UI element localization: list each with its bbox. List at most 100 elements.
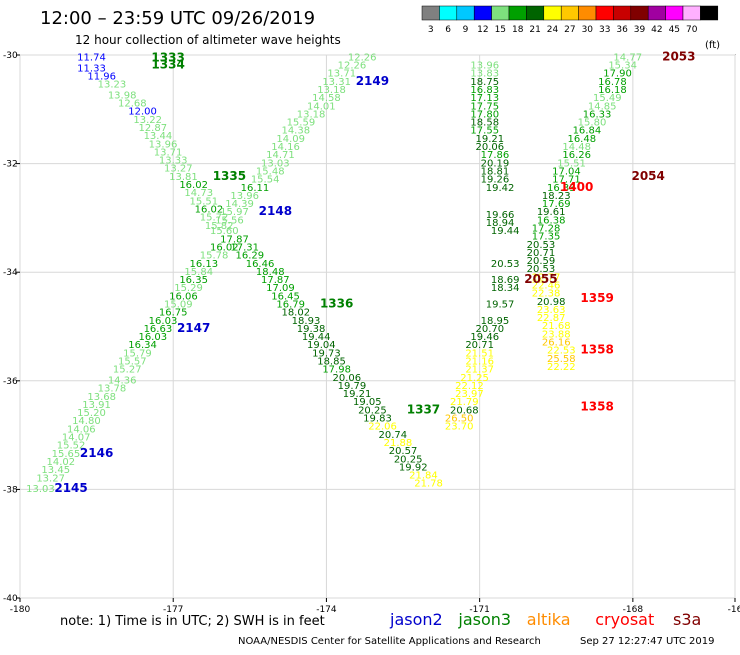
swh-value-label: 19.73 [312,348,341,359]
swh-value-label: 14.80 [72,416,101,427]
swh-value-label: 13.81 [169,172,198,183]
swh-value-label: 16.84 [573,126,602,137]
swh-value-label: 13.23 [98,80,127,91]
swh-value-label: 15.82 [205,221,234,232]
track-id-label: 2053 [662,49,695,63]
scale-tick-label: 30 [582,25,594,35]
scale-tick-label: 21 [529,25,540,35]
swh-value-label: 16.33 [547,183,576,194]
swh-value-label: 11.33 [77,63,106,74]
swh-value-label: 16.18 [598,85,627,96]
scale-tick-label: 24 [547,25,559,35]
swh-value-label: 22.87 [537,313,566,324]
scale-swatch [647,5,666,21]
swh-value-label: 18.58 [470,118,499,129]
chart-grid [19,54,736,599]
swh-value-label: 15.56 [215,215,244,226]
y-tick-label: -34 [3,268,18,278]
swh-value-label: 14.73 [184,188,213,199]
swh-value-label: 16.34 [128,340,157,351]
swh-value-label: 18.02 [281,308,310,319]
swh-value-label: 13.71 [327,69,356,80]
swh-value-label: 19.26 [481,175,510,186]
track-id-label: 1333 [151,51,184,65]
swh-value-label: 15.80 [578,118,607,129]
scale-tick-label: 12 [477,25,488,35]
track-id-label: 2149 [356,74,389,88]
swh-value-label: 15.65 [52,449,81,460]
swh-value-label: 13.27 [164,164,193,175]
swh-value-label: 11.96 [87,71,116,82]
track-id-label: 2054 [631,169,664,183]
footer-timestamp: Sep 27 12:27:47 UTC 2019 [580,636,714,647]
scale-swatch [543,5,562,21]
x-tick-label: -171 [469,605,489,615]
swh-value-label: 14.09 [276,134,305,145]
swh-value-label: 13.27 [36,473,65,484]
swh-value-label: 15.54 [251,175,280,186]
swh-value-label: 13.78 [98,384,127,395]
swh-value-label: 21.79 [450,397,479,408]
swh-value-label: 19.92 [399,462,428,473]
swh-value-label: 17.90 [603,69,632,80]
satellite-legend: jason2 jason3 altika cryosat s3a [389,610,701,629]
swh-value-label: 17.69 [542,199,571,210]
swh-value-label: 17.13 [470,93,499,104]
swh-value-label: 16.63 [144,324,173,335]
swh-value-label: 22.77 [532,272,561,283]
swh-value-label: 15.20 [77,408,106,419]
swh-value-label: 20.68 [450,405,479,416]
swh-value-label: 16.13 [190,259,219,270]
x-tick-label: -177 [163,605,183,615]
swh-value-label: 20.59 [527,256,556,267]
swh-value-label: 19.04 [307,340,336,351]
swh-value-label: 14.38 [281,126,310,137]
swh-value-label: 20.57 [389,446,418,457]
scale-swatch [560,5,579,21]
swh-value-label: 13.31 [322,77,351,88]
swh-value-label: 20.53 [491,259,520,270]
satellite-legend-item: cryosat [595,610,654,629]
swh-value-label: 20.06 [476,142,505,153]
swh-value-label: 21.78 [414,479,443,490]
scale-swatch [578,5,597,21]
track-id-label: 1334 [151,58,184,72]
satellite-legend-item: altika [527,610,571,629]
swh-value-label: 16.11 [241,183,270,194]
swh-value-label: 21.51 [465,348,494,359]
track-id-label: 2146 [80,446,113,460]
swh-value-label: 22.06 [368,422,397,433]
swh-value-label: 17.98 [322,365,351,376]
swh-value-label: 20.53 [527,240,556,251]
swh-value-label: 13.96 [230,191,259,202]
swh-value-label: 16.78 [598,77,627,88]
scale-swatch [630,5,649,21]
swh-value-label: 13.96 [149,139,178,150]
swh-value-label: 15.48 [256,166,285,177]
track-id-label: 2145 [54,481,87,495]
swh-value-label: 13.83 [470,69,499,80]
swh-value-label: 17.87 [220,234,249,245]
swh-value-label: 16.75 [159,308,188,319]
swh-value-label: 20.25 [394,454,423,465]
swh-value-label: 23.88 [542,329,571,340]
swh-value-label: 17.80 [470,109,499,120]
swh-value-label: 15.29 [174,283,203,294]
swh-value-label: 20.70 [476,324,505,335]
scale-swatch [526,5,545,21]
scale-tick-label: 18 [512,25,524,35]
swh-value-label: 22.22 [547,362,576,373]
swh-value-label: 26.16 [542,338,571,349]
swh-value-label: 17.87 [261,275,290,286]
swh-value-label: 14.01 [307,101,336,112]
swh-value-label: 16.79 [276,299,305,310]
footer-credit: NOAA/NESDIS Center for Satellite Applica… [238,636,541,647]
swh-value-label: 16.26 [562,150,591,161]
swh-value-label: 13.18 [297,109,326,120]
swh-value-label: 15.51 [557,158,586,169]
scale-tick-label: 70 [686,25,698,35]
scale-swatch [456,5,475,21]
chart-title: 12:00 – 23:59 UTC 09/26/2019 [40,8,315,29]
